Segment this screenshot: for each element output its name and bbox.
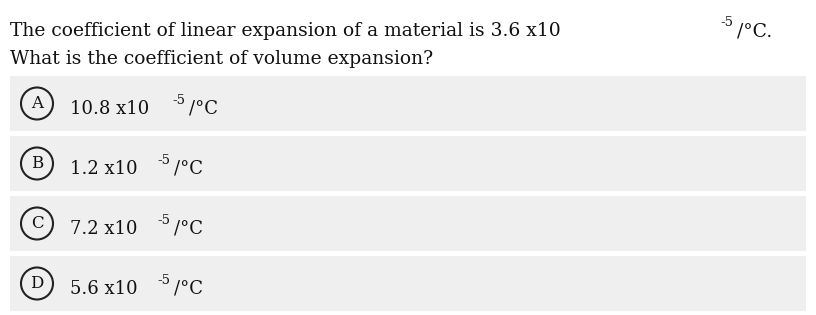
FancyBboxPatch shape: [10, 76, 806, 131]
Text: /°C: /°C: [174, 160, 203, 178]
Text: /°C: /°C: [189, 100, 218, 117]
Text: D: D: [30, 275, 44, 292]
Text: -5: -5: [157, 154, 171, 167]
Text: The coefficient of linear expansion of a material is 3.6 x10: The coefficient of linear expansion of a…: [10, 22, 561, 40]
Ellipse shape: [21, 267, 53, 300]
Text: 1.2 x10: 1.2 x10: [70, 160, 138, 178]
Ellipse shape: [21, 88, 53, 119]
FancyBboxPatch shape: [10, 196, 806, 251]
Text: -5: -5: [721, 16, 734, 29]
Text: C: C: [31, 215, 43, 232]
Text: -5: -5: [172, 94, 185, 107]
Text: 7.2 x10: 7.2 x10: [70, 220, 138, 238]
Text: A: A: [31, 95, 43, 112]
Text: /°C: /°C: [174, 220, 203, 238]
Text: 5.6 x10: 5.6 x10: [70, 280, 138, 298]
Text: What is the coefficient of volume expansion?: What is the coefficient of volume expans…: [10, 50, 433, 68]
Text: /°C: /°C: [174, 280, 203, 298]
Ellipse shape: [21, 147, 53, 180]
FancyBboxPatch shape: [10, 136, 806, 191]
FancyBboxPatch shape: [10, 256, 806, 311]
Text: -5: -5: [157, 214, 170, 227]
Ellipse shape: [21, 208, 53, 239]
Text: -5: -5: [157, 274, 171, 287]
Text: 10.8 x10: 10.8 x10: [70, 100, 149, 117]
Text: B: B: [31, 155, 43, 172]
Text: /°C.: /°C.: [738, 22, 773, 40]
